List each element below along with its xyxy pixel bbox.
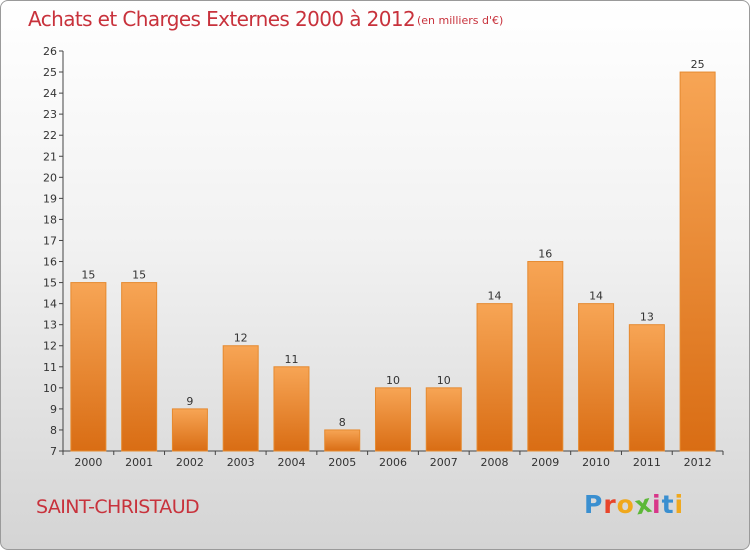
bar-2003 xyxy=(222,345,259,452)
data-label: 10 xyxy=(437,374,451,387)
bar-2004 xyxy=(273,366,310,452)
logo-letter: t xyxy=(661,490,675,519)
x-axis: 2000 2001 2002 2003 2004 2005 2006 2007 2008 2009… xyxy=(62,450,724,469)
y-tick-label: 20 xyxy=(43,171,57,184)
y-tick-label: 16 xyxy=(43,256,57,269)
y-axis: 7 8 9 10 11 12 13 14 15 16 17 18 19 20 21 22 23 24 25 26 xyxy=(43,45,64,458)
data-label: 13 xyxy=(640,311,654,324)
x-tick-label: 2004 xyxy=(277,456,305,469)
commune-name: SAINT-CHRISTAUD xyxy=(36,496,200,518)
logo-letter: r xyxy=(603,490,617,519)
bar-2001 xyxy=(121,282,158,452)
bar-2002 xyxy=(171,408,208,452)
y-tick-label: 21 xyxy=(43,150,57,163)
y-tick-label: 10 xyxy=(43,382,57,395)
y-tick-label: 25 xyxy=(43,66,57,79)
x-tick-label: 2008 xyxy=(481,456,509,469)
bar-2006 xyxy=(375,387,411,452)
data-label: 15 xyxy=(81,269,95,282)
data-label: 8 xyxy=(339,416,346,429)
y-tick-label: 11 xyxy=(43,361,57,374)
bar-2008 xyxy=(476,303,513,452)
x-tick-label: 2007 xyxy=(430,456,458,469)
data-label: 12 xyxy=(234,332,248,345)
logo-letter: P xyxy=(584,490,604,519)
y-tick-label: 24 xyxy=(43,87,57,100)
y-tick-label: 19 xyxy=(43,192,57,205)
bar-2009 xyxy=(527,261,564,452)
chart-subtitle: (en milliers d'€) xyxy=(417,14,504,27)
x-tick-label: 2003 xyxy=(227,456,255,469)
x-tick-label: 2005 xyxy=(328,456,356,469)
y-tick-label: 17 xyxy=(43,234,57,247)
bar-2011 xyxy=(628,324,665,452)
bars xyxy=(70,71,716,452)
y-tick-label: 18 xyxy=(43,213,57,226)
proxiti-logo: Proxiti xyxy=(584,489,685,521)
y-tick-label: 15 xyxy=(43,277,57,290)
y-tick-label: 23 xyxy=(43,108,57,121)
data-labels: 15 15 9 12 11 8 10 10 14 16 14 13 25 xyxy=(81,58,704,429)
y-tick-label: 26 xyxy=(43,45,57,58)
data-label: 14 xyxy=(488,290,502,303)
bar-2010 xyxy=(578,303,615,452)
data-label: 15 xyxy=(132,269,146,282)
chart-title: Achats et Charges Externes 2000 à 2012 xyxy=(28,7,416,31)
bar-2007 xyxy=(425,387,462,452)
data-label: 11 xyxy=(284,353,298,366)
data-label: 9 xyxy=(186,395,193,408)
data-label: 10 xyxy=(386,374,400,387)
x-tick-label: 2002 xyxy=(176,456,204,469)
logo-letter: i xyxy=(674,490,685,519)
y-tick-label: 9 xyxy=(50,403,57,416)
x-tick-label: 2009 xyxy=(531,456,559,469)
x-tick-label: 2012 xyxy=(684,456,712,469)
data-label: 16 xyxy=(538,248,552,261)
logo-letter: o xyxy=(616,490,635,519)
data-label: 25 xyxy=(691,58,705,71)
bar-2005 xyxy=(324,429,361,452)
y-tick-label: 7 xyxy=(50,445,57,458)
y-tick-label: 14 xyxy=(43,298,57,311)
y-tick-label: 13 xyxy=(43,319,57,332)
y-tick-label: 12 xyxy=(43,340,57,353)
x-tick-label: 2000 xyxy=(74,456,102,469)
y-tick-label: 22 xyxy=(43,129,57,142)
x-tick-label: 2010 xyxy=(582,456,610,469)
x-tick-label: 2011 xyxy=(633,456,661,469)
x-tick-label: 2001 xyxy=(125,456,153,469)
y-tick-label: 8 xyxy=(50,424,57,437)
x-tick-label: 2006 xyxy=(379,456,407,469)
bar-2012 xyxy=(679,71,716,452)
logo-letter: i xyxy=(652,490,662,519)
data-label: 14 xyxy=(589,290,603,303)
bar-2000 xyxy=(70,282,107,452)
